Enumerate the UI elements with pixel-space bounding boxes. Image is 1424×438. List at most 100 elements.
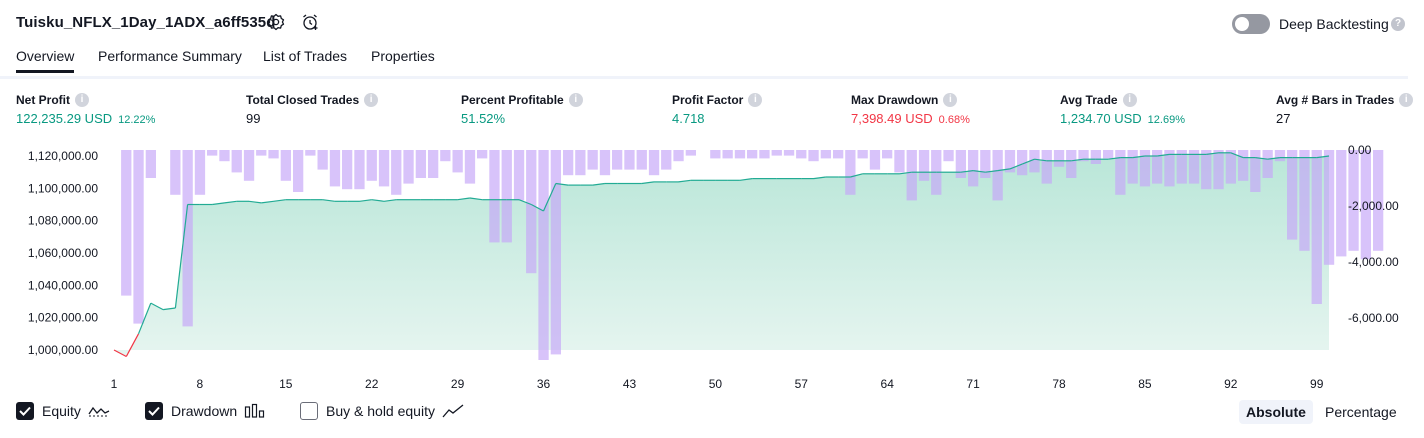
drawdown-bar — [391, 150, 402, 195]
percentage-button[interactable]: Percentage — [1325, 404, 1397, 420]
drawdown-bar — [219, 150, 230, 162]
strategy-title: Tuisku_NFLX_1Day_1ADX_a6ff535d — [16, 14, 276, 31]
drawdown-bar — [796, 150, 807, 159]
drawdown-bar — [820, 150, 831, 159]
drawdown-bar — [329, 150, 341, 187]
info-icon[interactable]: i — [1122, 93, 1137, 107]
drawdown-bar — [857, 150, 868, 159]
equity-line-segment — [248, 200, 262, 204]
equity-line-segment — [542, 183, 557, 212]
tab-list-of-trades[interactable]: List of Trades — [263, 48, 348, 64]
equity-line-segment — [555, 182, 569, 186]
help-icon[interactable]: ? — [1391, 17, 1405, 31]
drawdown-bar — [1238, 150, 1249, 181]
equity-line-segment — [1021, 158, 1035, 165]
drawdown-bar — [1127, 150, 1138, 184]
equity-line-segment — [985, 170, 998, 173]
legend-drawdown[interactable]: Drawdown — [145, 402, 266, 420]
legend-label: Equity — [42, 403, 81, 419]
drawdown-bar — [293, 150, 304, 192]
x-axis-tick-label: 50 — [709, 377, 723, 391]
equity-line-segment — [531, 203, 544, 212]
equity-area-fill — [114, 152, 1329, 357]
drawdown-bar — [1225, 150, 1236, 184]
drawdown-bar — [231, 150, 242, 173]
tab-properties[interactable]: Properties — [371, 48, 435, 64]
equity-line-segment — [678, 179, 691, 183]
drawdown-bar — [317, 150, 328, 170]
drawdown-bar — [869, 150, 881, 170]
drawdown-bar — [673, 150, 684, 162]
drawdown-bar — [538, 150, 549, 360]
equity-line-segment — [1071, 158, 1084, 162]
metric-value: 51.52% — [461, 111, 506, 126]
tab-performance-summary[interactable]: Performance Summary — [98, 48, 242, 64]
equity-line-segment — [1009, 163, 1023, 170]
drawdown-bar — [955, 150, 966, 178]
legend-buy-hold-equity[interactable]: Buy & hold equity — [300, 402, 464, 420]
left-axis-ticks: 1,000,000.00 1,020,000.00 1,040,000.00 1,06… — [28, 149, 98, 357]
drawdown-bar — [1274, 150, 1286, 162]
info-icon[interactable]: i — [568, 93, 583, 107]
drawdown-bar — [207, 150, 218, 156]
drawdown-bar — [550, 150, 561, 355]
metric-value: 7,398.49 USD — [851, 111, 933, 126]
equity-line-segment — [973, 170, 986, 173]
buy-hold-line-icon — [442, 404, 464, 418]
info-icon[interactable]: i — [748, 93, 763, 107]
equity-line-segment — [1230, 152, 1244, 159]
deep-backtesting-label: Deep Backtesting — [1279, 16, 1389, 32]
drawdown-bar — [722, 150, 733, 159]
x-axis-tick-label: 85 — [1138, 377, 1152, 391]
drawdown-bar — [366, 150, 377, 181]
metric-label: Percent Profitable — [461, 93, 564, 107]
equity-line-icon — [88, 406, 110, 417]
equity-line-segment — [212, 202, 225, 206]
equity-line-segment — [813, 176, 826, 180]
info-icon[interactable]: i — [364, 93, 379, 107]
left-axis-tick-label: 1,120,000.00 — [28, 149, 98, 163]
checkbox-checked-icon[interactable] — [145, 402, 163, 420]
drawdown-bar — [1213, 150, 1224, 190]
checkbox-checked-icon[interactable] — [16, 402, 34, 420]
legend-equity[interactable]: Equity — [16, 402, 110, 420]
equity-line-segment — [457, 197, 470, 201]
equity-line-segment — [1108, 157, 1121, 160]
drawdown-bar — [1299, 150, 1310, 251]
info-icon[interactable]: i — [943, 93, 958, 107]
tab-overview[interactable]: Overview — [16, 48, 75, 73]
info-icon[interactable]: i — [1399, 93, 1414, 107]
drawdown-bar — [1201, 150, 1212, 190]
drawdown-bar — [256, 150, 267, 156]
absolute-button[interactable]: Absolute — [1239, 400, 1313, 424]
metric-value: 4.718 — [672, 111, 705, 126]
x-axis-tick-label: 29 — [451, 377, 465, 391]
metric-avg-trade: Avg Trade i 1,234.70 USD 12.69% — [1060, 93, 1185, 126]
equity-drawdown-chart[interactable]: 1,000,000.00 1,020,000.00 1,040,000.00 1,06… — [0, 140, 1424, 395]
drawdown-bar — [170, 150, 181, 195]
drawdown-bar — [1017, 150, 1028, 176]
settings-gear-icon[interactable] — [266, 12, 286, 32]
left-axis-tick-label: 1,080,000.00 — [28, 214, 98, 228]
left-axis-tick-label: 1,000,000.00 — [28, 343, 98, 357]
drawdown-bar — [452, 150, 463, 173]
drawdown-bar — [906, 150, 917, 201]
equity-line-segment — [1316, 155, 1330, 159]
equity-line-segment — [739, 178, 753, 181]
add-alert-clock-icon[interactable] — [300, 12, 320, 32]
drawdown-bar — [612, 150, 623, 170]
equity-line-segment — [137, 302, 152, 335]
drawdown-bar — [1336, 150, 1347, 257]
x-axis-tick-label: 57 — [795, 377, 809, 391]
left-axis-tick-label: 1,020,000.00 — [28, 311, 98, 325]
checkbox-unchecked-icon[interactable] — [300, 402, 318, 420]
drawdown-bar — [243, 150, 255, 181]
info-icon[interactable]: i — [75, 93, 89, 107]
drawdown-bar — [305, 150, 316, 156]
deep-backtesting-toggle[interactable] — [1232, 14, 1270, 34]
equity-line-segment — [163, 307, 176, 311]
metric-value: 99 — [246, 111, 261, 126]
x-axis-tick-label: 8 — [197, 377, 204, 391]
drawdown-bar — [1348, 150, 1359, 251]
metric-label: Net Profit — [16, 93, 70, 107]
